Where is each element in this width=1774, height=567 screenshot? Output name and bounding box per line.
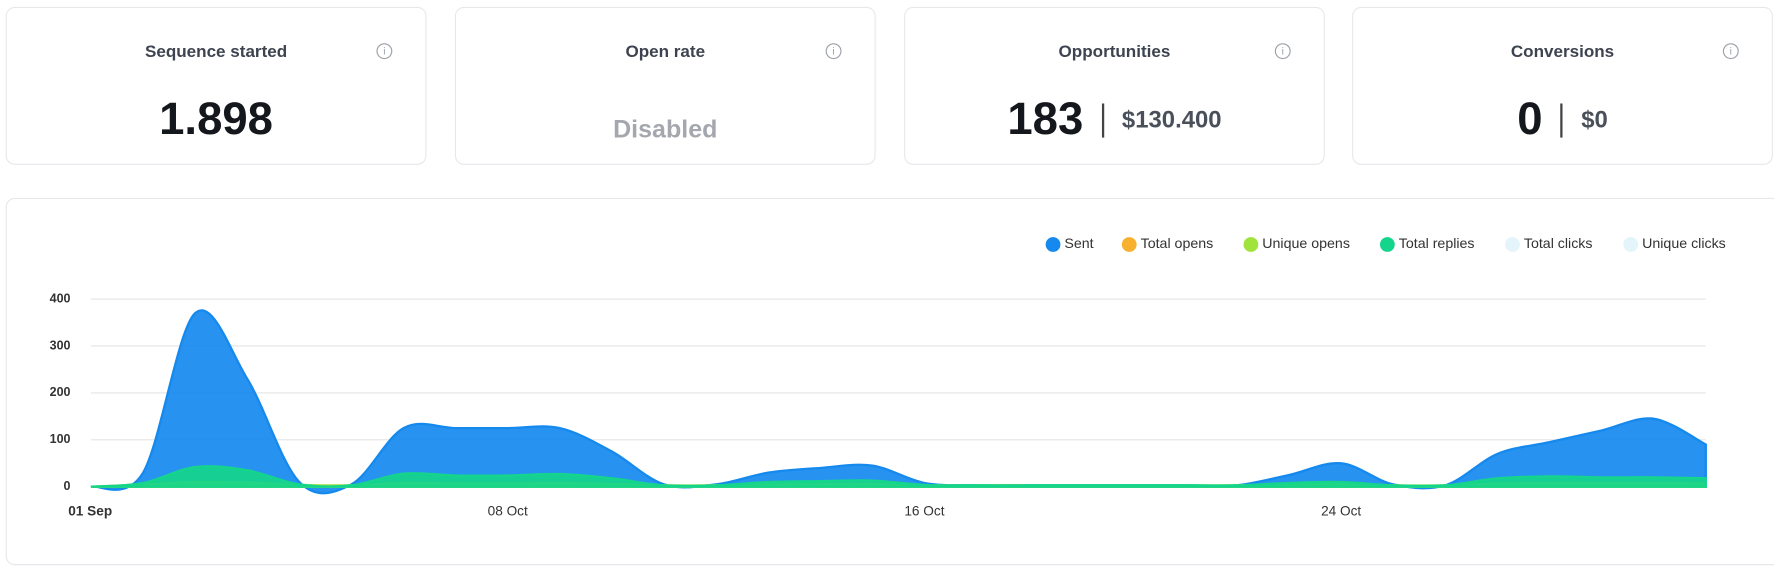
card-value-row: 1.898 <box>7 94 425 145</box>
card-value: Disabled <box>613 114 718 144</box>
x-tick-label: 16 Oct <box>904 503 944 518</box>
legend-swatch[interactable] <box>1045 237 1061 252</box>
legend-label[interactable]: Unique clicks <box>1642 236 1726 252</box>
card-value: 0 <box>1517 94 1543 145</box>
legend-label[interactable]: Total replies <box>1399 236 1475 252</box>
info-icon[interactable]: i <box>376 43 393 60</box>
legend-label[interactable]: Total opens <box>1141 236 1214 252</box>
x-tick-label: 24 Oct <box>1321 503 1361 518</box>
info-icon[interactable]: i <box>1722 43 1739 60</box>
y-tick-label: 100 <box>50 432 71 446</box>
card-value: 183 <box>1007 94 1084 145</box>
card-value-row: Disabled <box>456 115 874 145</box>
legend-swatch[interactable] <box>1379 237 1395 252</box>
legend-swatch[interactable] <box>1505 237 1520 252</box>
legend-label[interactable]: Sent <box>1064 236 1093 252</box>
info-icon[interactable]: i <box>825 43 842 60</box>
legend-label[interactable]: Total clicks <box>1524 236 1593 252</box>
y-tick-label: 400 <box>50 291 71 305</box>
stat-card: Sequence started i 1.898 <box>5 6 427 165</box>
separator <box>1560 102 1564 138</box>
card-value: 1.898 <box>159 94 273 145</box>
stat-card: Opportunities i 183 $130.400 <box>904 6 1325 165</box>
card-value-row: 0 $0 <box>1353 94 1771 145</box>
card-title: Sequence started <box>144 42 288 62</box>
area <box>90 465 1707 488</box>
x-tick-label: 01 Sep <box>68 503 112 518</box>
stat-card: Conversions i 0 $0 <box>1352 6 1773 165</box>
separator <box>1101 102 1104 138</box>
card-amount: $0 <box>1581 106 1608 133</box>
legend-swatch[interactable] <box>1243 237 1259 252</box>
card-title: Open rate <box>625 42 706 62</box>
legend-swatch[interactable] <box>1121 237 1137 252</box>
legend-swatch[interactable] <box>1623 237 1639 252</box>
card-value-row: 183 $130.400 <box>905 94 1323 145</box>
info-icon[interactable]: i <box>1274 43 1291 60</box>
x-tick-label: 08 Oct <box>488 503 528 518</box>
y-tick-label: 300 <box>50 338 71 352</box>
card-title: Opportunities <box>1058 42 1171 62</box>
area <box>90 309 1707 495</box>
stat-card: Open rate i Disabled <box>454 6 876 165</box>
y-tick-label: 200 <box>50 385 71 399</box>
legend-label[interactable]: Unique opens <box>1262 236 1350 252</box>
y-tick-label: 0 <box>64 479 71 493</box>
chart-panel <box>5 197 1774 566</box>
card-amount: $130.400 <box>1121 106 1222 133</box>
card-title: Conversions <box>1510 42 1615 62</box>
